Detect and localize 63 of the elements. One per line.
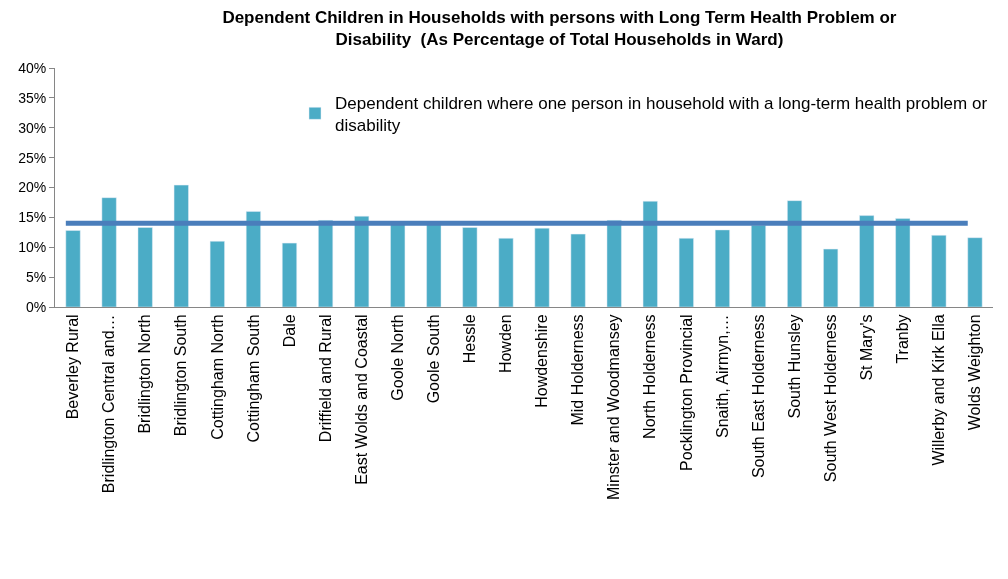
y-tick-label: 10% xyxy=(18,239,47,256)
x-tick-label: Howdenshire xyxy=(533,314,551,408)
x-tick-label: Pocklington Provincial xyxy=(677,314,695,471)
x-tick-label: Cottingham North xyxy=(208,314,226,440)
legend-label: Dependent children where one person in household with a long-term health problem or disability xyxy=(335,93,988,136)
x-tick-label: South West Holderness xyxy=(821,314,839,483)
y-tick-label: 15% xyxy=(18,209,47,226)
bar xyxy=(137,227,153,307)
bar xyxy=(967,237,983,307)
x-tick-label: South East Holderness xyxy=(749,314,767,479)
x-tick-label: Dale xyxy=(280,314,298,348)
bar xyxy=(859,215,875,307)
bar xyxy=(318,220,334,307)
bar xyxy=(101,197,117,307)
x-tick-label: Tranby xyxy=(894,314,912,364)
bar xyxy=(823,248,839,307)
x-tick-label: Snaith, Airmyn,… xyxy=(713,314,731,439)
y-tick-label: 35% xyxy=(18,89,47,106)
y-tick-label: 20% xyxy=(18,179,47,196)
bar xyxy=(751,224,766,307)
x-tick-label: Howden xyxy=(497,314,515,374)
chart-title: Dependent Children in Households with persons with Long Term Health Problem or Disability (As Percentage of Total Households in Ward) xyxy=(222,8,897,50)
y-tick-label: 30% xyxy=(18,119,47,136)
x-tick-label: Cottingham South xyxy=(244,314,262,443)
bar xyxy=(282,242,297,307)
x-tick-label: Driffield and Rural xyxy=(316,314,334,443)
x-tick-label: North Holderness xyxy=(641,314,659,439)
bar xyxy=(426,223,442,307)
x-tick-label: South Hunsley xyxy=(785,314,803,419)
x-tick-label: Bridlington South xyxy=(172,314,190,437)
x-tick-label: East Wolds and Coastal xyxy=(352,314,370,485)
bar xyxy=(895,218,911,307)
y-tick-label: 5% xyxy=(25,269,47,286)
y-tick-label: 40% xyxy=(18,59,47,76)
x-tick-label: Goole South xyxy=(425,314,443,404)
x-tick-label: Wolds Weighton xyxy=(966,314,984,431)
x-tick-label: Bridlington North xyxy=(136,314,154,434)
bar xyxy=(209,241,225,307)
y-tick-label: 25% xyxy=(18,149,47,166)
bar xyxy=(245,211,261,307)
bar xyxy=(678,238,694,307)
x-tick-label: Minster and Woodmansey xyxy=(605,314,623,500)
bar xyxy=(606,220,622,307)
x-tick-label: Beverley Rural xyxy=(64,314,82,420)
x-tick-label: Bridlington Central and… xyxy=(100,314,118,494)
bar xyxy=(534,227,550,307)
bar xyxy=(787,200,803,307)
x-tick-label: Goole North xyxy=(388,314,406,401)
bar xyxy=(570,233,586,307)
x-tick-label: Willerby and Kirk Ella xyxy=(930,314,948,466)
bar xyxy=(642,200,658,307)
bar xyxy=(714,229,730,307)
bar xyxy=(390,223,406,307)
bar xyxy=(498,238,514,307)
y-tick-label: 0% xyxy=(25,298,47,315)
bar xyxy=(354,215,370,307)
x-tick-label: St Mary's xyxy=(857,314,875,381)
x-tick-label: Hessle xyxy=(461,314,479,364)
bar xyxy=(173,184,189,307)
x-tick-label: Mid Holderness xyxy=(569,314,587,426)
bar xyxy=(65,230,81,307)
bar xyxy=(931,235,947,307)
bar xyxy=(462,227,478,307)
